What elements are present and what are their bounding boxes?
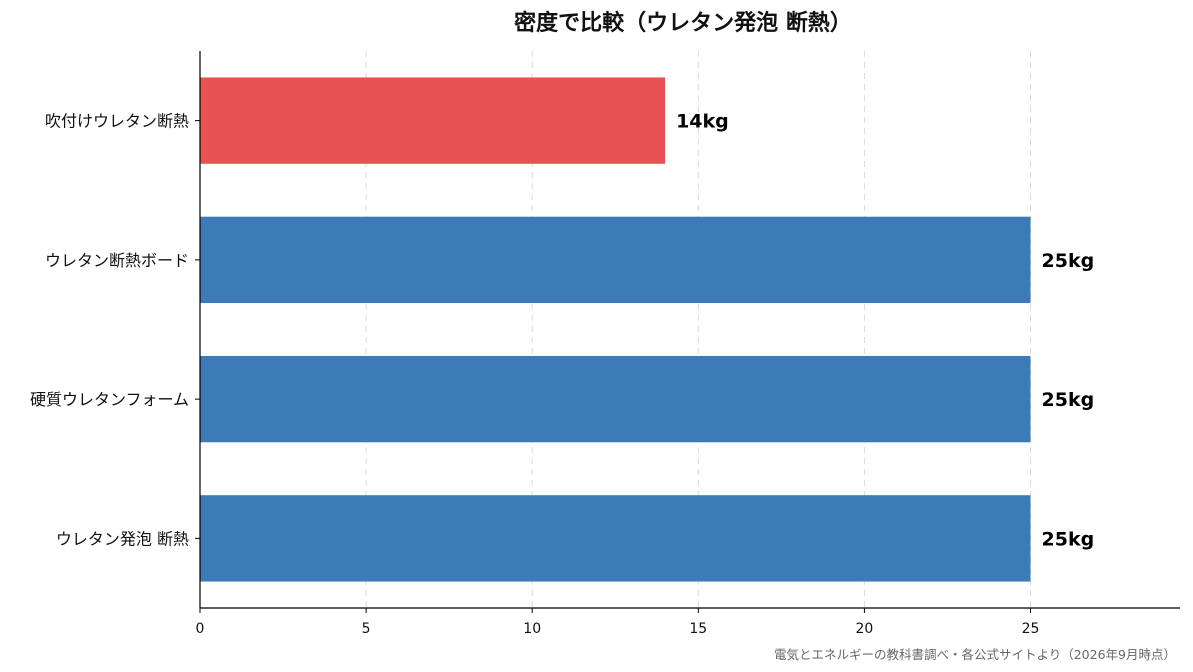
data-label: 14kg <box>676 111 729 133</box>
axis-layer <box>195 51 1180 613</box>
category-label: ウレタン発泡 断熱 <box>56 529 189 548</box>
bar <box>200 77 666 164</box>
x-tick-label: 0 <box>196 621 205 637</box>
x-tick-label: 15 <box>689 621 707 637</box>
category-label: 硬質ウレタンフォーム <box>30 390 189 409</box>
x-tick-label: 10 <box>523 621 541 637</box>
bar <box>200 216 1031 304</box>
data-label: 25kg <box>1042 250 1095 272</box>
category-label: 吹付けウレタン断熱 <box>45 112 189 131</box>
data-label: 25kg <box>1042 528 1095 550</box>
bar <box>200 355 1031 443</box>
x-tick-label: 5 <box>362 621 371 637</box>
x-tick-label: 25 <box>1022 621 1040 637</box>
category-label: ウレタン断熱ボード <box>45 251 189 270</box>
bar-layer <box>200 77 1031 582</box>
data-label: 25kg <box>1042 389 1095 411</box>
source-note: 電気とエネルギーの教科書調べ・各公式サイトより（2026年9月時点） <box>774 647 1176 662</box>
bar <box>200 495 1031 582</box>
x-tick-label: 20 <box>855 621 873 637</box>
label-layer: 0 5 10 15 20 25 吹付けウレタン断熱 14kg ウレタン断熱ボード 25kg 硬質ウレ… <box>30 111 1094 637</box>
chart-title: 密度で比較（ウレタン発泡 断熱） <box>514 10 852 36</box>
